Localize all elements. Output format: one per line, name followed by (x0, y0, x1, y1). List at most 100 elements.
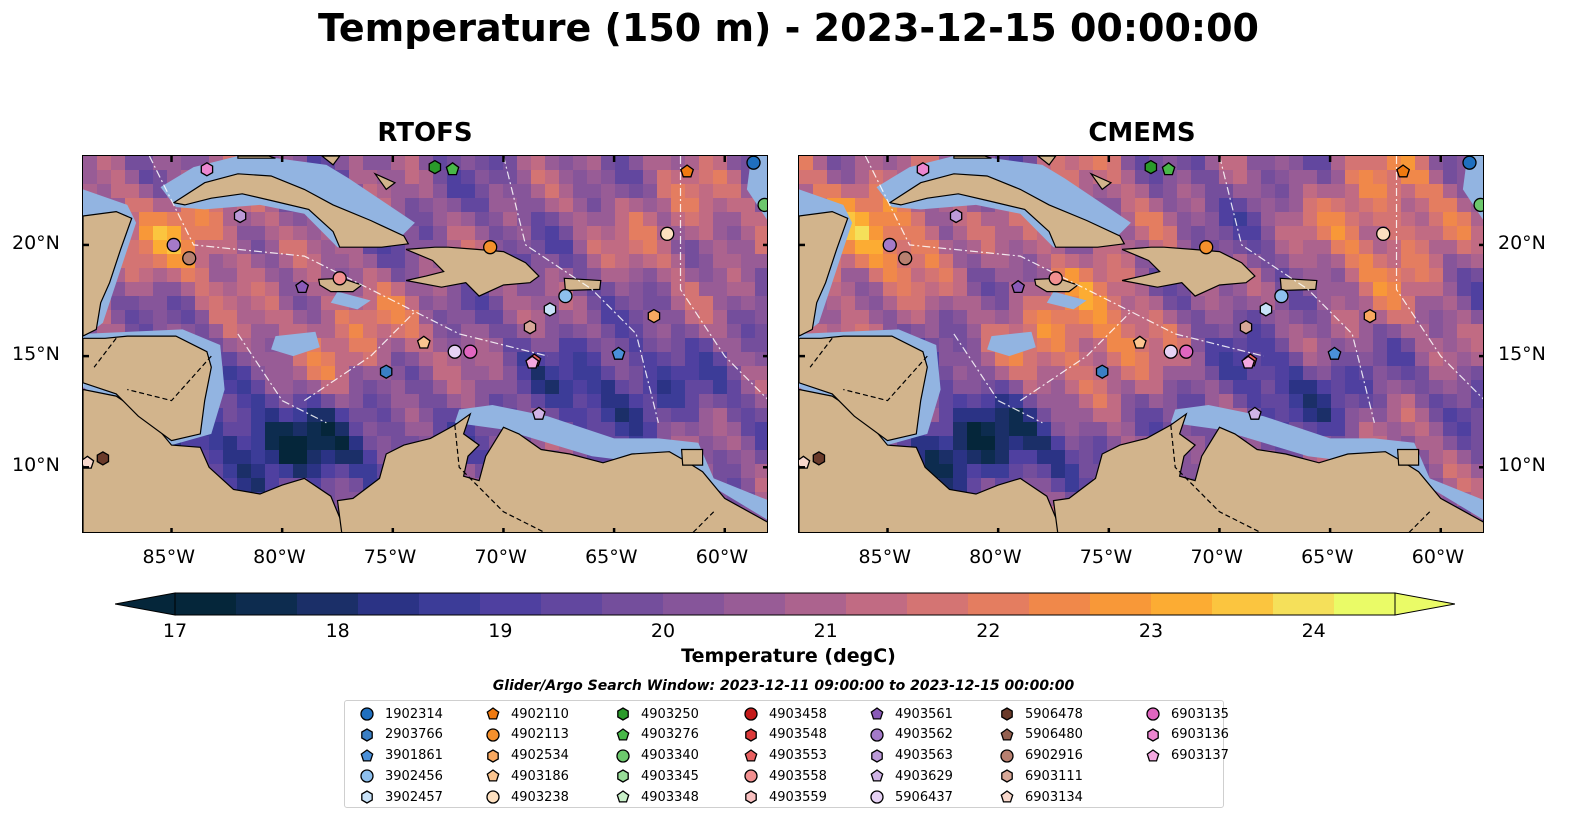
cmems-marker-6903135[interactable] (1179, 344, 1194, 359)
legend-marker-4903458[interactable] (744, 707, 758, 721)
rtofs-marker-1902314[interactable] (746, 156, 761, 170)
legend-marker-4903340[interactable] (616, 748, 630, 763)
rtofs-marker-4903340[interactable] (757, 197, 768, 213)
cmems-marker-6903111[interactable] (1239, 319, 1253, 335)
cmems-marker-4903629[interactable] (1247, 406, 1262, 420)
rtofs-marker-3902456[interactable] (558, 288, 573, 304)
cmems-marker-4903238[interactable] (1376, 226, 1391, 241)
rtofs-marker-2903766[interactable] (379, 364, 393, 379)
colorbar-tick-label: 23 (1138, 620, 1164, 642)
cmems-marker-3902456[interactable] (1274, 288, 1289, 304)
map-cmems[interactable] (798, 155, 1484, 533)
rtofs-marker-5906437[interactable] (447, 344, 462, 359)
cmems-marker-6902916[interactable] (898, 251, 913, 266)
legend-marker-4903563[interactable] (871, 748, 883, 763)
rtofs-marker-6903111[interactable] (523, 319, 537, 335)
cmems-marker-5906478[interactable] (812, 451, 826, 466)
legend-marker-4903629[interactable] (870, 769, 884, 782)
cmems-marker-3901861[interactable] (1327, 346, 1342, 360)
rtofs-marker-4903238[interactable] (660, 226, 675, 241)
rtofs-marker-4903250[interactable] (428, 159, 442, 175)
legend-marker-4902534[interactable] (487, 748, 499, 763)
rtofs-eez-line-4 (237, 333, 327, 424)
cmems-marker-4902113[interactable] (1199, 240, 1214, 255)
legend-marker-4903238[interactable] (486, 790, 500, 804)
lon-tick-label: 75°W (1079, 546, 1133, 568)
cmems-marker-4903250[interactable] (1144, 159, 1158, 175)
legend-marker-4903276[interactable] (616, 727, 630, 741)
rtofs-marker-6903136[interactable] (200, 162, 214, 177)
legend-marker-1902314[interactable] (360, 707, 374, 721)
rtofs-border-2 (93, 337, 117, 368)
legend-marker-2903766[interactable] (361, 728, 373, 742)
rtofs-eez-line-2 (502, 156, 659, 423)
legend-marker-3902456[interactable] (360, 769, 374, 784)
cmems-marker-4903562[interactable] (882, 237, 897, 253)
rtofs-shelf-3 (271, 331, 320, 357)
cmems-marker-4903561[interactable] (1011, 279, 1026, 294)
cmems-marker-5906437[interactable] (1163, 344, 1178, 359)
rtofs-marker-4903561[interactable] (295, 279, 310, 294)
cmems-marker-2903766[interactable] (1095, 364, 1109, 379)
cmems-svg (799, 156, 1484, 532)
legend-marker-4902113[interactable] (486, 728, 500, 742)
rtofs-marker-4903562[interactable] (166, 237, 181, 253)
rtofs-marker-4902534[interactable] (647, 308, 661, 324)
legend-marker-4903345[interactable] (617, 769, 629, 784)
rtofs-marker-4902110[interactable] (680, 164, 695, 178)
legend-label: 1902314 (385, 706, 443, 722)
legend-marker-4903553[interactable] (744, 748, 758, 762)
legend-marker-icon (870, 707, 884, 720)
cmems-marker-4903276[interactable] (1161, 161, 1176, 176)
cmems-marker-4902534[interactable] (1363, 308, 1377, 324)
legend-marker-4903348[interactable] (616, 790, 630, 803)
legend-marker-icon (486, 790, 500, 804)
legend-marker-5906478[interactable] (1001, 707, 1013, 721)
legend-marker-6903137[interactable] (1146, 748, 1160, 762)
legend-marker-4903561[interactable] (870, 707, 884, 720)
cmems-land-bahamas2 (1089, 172, 1113, 191)
rtofs-marker-5906478[interactable] (96, 451, 110, 466)
cmems-marker-1902314[interactable] (1462, 156, 1477, 170)
rtofs-marker-4903276[interactable] (445, 161, 460, 176)
cmems-marker-6903137[interactable] (1241, 355, 1256, 369)
legend-item-5906437: 5906437 (869, 787, 953, 807)
legend-marker-4903250[interactable] (617, 707, 629, 721)
lon-tick-label: 70°W (474, 546, 527, 568)
rtofs-marker-4903186[interactable] (416, 335, 431, 349)
rtofs-border-3 (692, 511, 715, 532)
cmems-marker-3902457[interactable] (1259, 302, 1273, 317)
rtofs-marker-6903135[interactable] (463, 344, 478, 359)
legend-marker-6903134[interactable] (1000, 790, 1014, 803)
rtofs-marker-3901861[interactable] (611, 346, 626, 360)
rtofs-marker-4902113[interactable] (483, 240, 498, 255)
legend-marker-6903136[interactable] (1147, 728, 1159, 742)
map-rtofs[interactable] (82, 155, 768, 533)
rtofs-marker-6902916[interactable] (182, 251, 197, 266)
legend-marker-6903135[interactable] (1146, 707, 1160, 721)
rtofs-marker-4903558[interactable] (332, 271, 347, 286)
legend-marker-3902457[interactable] (361, 790, 373, 804)
legend-marker-4903562[interactable] (870, 728, 884, 742)
cmems-marker-4903558[interactable] (1048, 271, 1063, 286)
legend-marker-3901861[interactable] (360, 748, 374, 762)
rtofs-marker-4903563[interactable] (233, 208, 247, 224)
rtofs-marker-6903137[interactable] (525, 355, 540, 369)
legend-marker-4902110[interactable] (486, 707, 500, 720)
legend-marker-4903559[interactable] (745, 790, 757, 804)
legend-marker-4903186[interactable] (486, 769, 500, 782)
legend-marker-5906480[interactable] (1000, 727, 1014, 741)
legend-marker-4903548[interactable] (745, 728, 757, 742)
legend-marker-6902916[interactable] (1000, 748, 1014, 763)
legend-marker-5906437[interactable] (870, 790, 884, 804)
legend-marker-4903558[interactable] (744, 769, 758, 784)
legend-marker-6903111[interactable] (1001, 769, 1013, 784)
cmems-marker-4902110[interactable] (1396, 164, 1411, 178)
cmems-marker-6903136[interactable] (916, 162, 930, 177)
rtofs-marker-4903629[interactable] (531, 406, 546, 420)
rtofs-land-floridaKeys (237, 156, 276, 159)
cmems-marker-4903340[interactable] (1473, 197, 1484, 213)
cmems-marker-4903563[interactable] (949, 208, 963, 224)
rtofs-marker-3902457[interactable] (543, 302, 557, 317)
cmems-marker-4903186[interactable] (1132, 335, 1147, 349)
